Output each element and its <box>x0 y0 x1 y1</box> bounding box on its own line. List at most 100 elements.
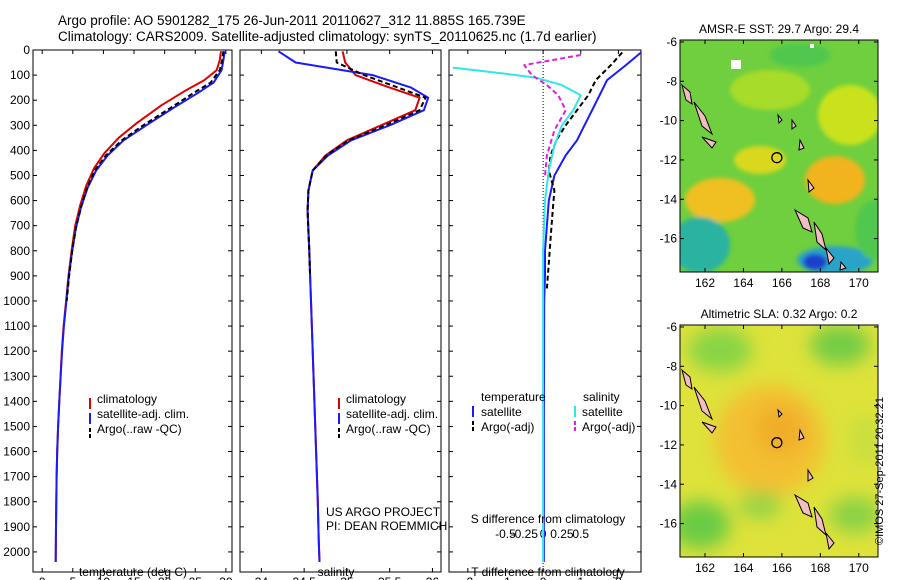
longitude-tick-label: 170 <box>849 561 869 575</box>
longitude-tick-label: 168 <box>810 276 830 290</box>
longitude-tick-label: 162 <box>695 561 715 575</box>
series-line-satellite <box>542 51 641 562</box>
latitude-tick-label: -14 <box>660 477 678 491</box>
latitude-tick-label: -12 <box>660 438 678 452</box>
x-tick-label: -1 <box>500 575 511 580</box>
x-tick-label: 35 <box>340 575 354 580</box>
s-tick-label: -0.5 <box>495 527 516 541</box>
sst-field-patches <box>680 43 878 272</box>
x-tick-label: 20 <box>158 575 172 580</box>
latitude-tick-label: -10 <box>660 114 678 128</box>
temperature-series <box>54 51 226 563</box>
sst-map-panel: AMSR-E SST: 29.7 Argo: 29.4 <box>660 22 879 290</box>
temperature-legend: climatology satellite-adj. clim. Argo(..… <box>89 392 189 439</box>
sla-latitude-axis: -6 -8 -10 -12 -14 -16 <box>660 320 878 531</box>
sst-longitude-axis: 162 164 166 168 170 <box>695 40 869 290</box>
x-tick-label: 0 <box>39 575 46 580</box>
s-tick-label: 0.25 <box>550 527 574 541</box>
sla-map-islands <box>681 368 835 551</box>
depth-tick-label: 900 <box>10 269 30 283</box>
depth-tick-label: 1100 <box>4 319 30 333</box>
x-tick-label: 30 <box>219 575 233 580</box>
x-tick-label: 1 <box>577 575 584 580</box>
legend-label-t-satellite: satellite <box>481 405 522 419</box>
sla-map-title: Altimetric SLA: 0.32 Argo: 0.2 <box>701 307 858 321</box>
salinity-series <box>277 50 430 563</box>
series-line-argo-raw-qc <box>65 51 225 302</box>
salinity-legend: climatology satellite-adj. clim. Argo(..… <box>338 392 438 439</box>
depth-tick-label: 1000 <box>3 294 30 308</box>
legend-group-salinity: salinity <box>583 390 620 404</box>
longitude-tick-label: 164 <box>733 561 753 575</box>
latitude-tick-label: -6 <box>666 35 677 49</box>
x-tick-label: 36 <box>426 575 440 580</box>
depth-tick-label: 100 <box>10 68 30 82</box>
legend-label-s-satellite: satellite <box>582 405 623 419</box>
x-tick-label: 35.5 <box>378 575 402 580</box>
series-line-argo-adj <box>523 54 581 176</box>
latitude-tick-label: -8 <box>666 359 677 373</box>
latitude-tick-label: -10 <box>660 399 678 413</box>
depth-tick-label: 800 <box>10 244 30 258</box>
sla-map-frame <box>679 324 879 558</box>
depth-tick-label: 1300 <box>3 369 30 383</box>
longitude-tick-label: 168 <box>810 561 830 575</box>
depth-tick-label: 700 <box>10 219 30 233</box>
sla-field-patches <box>680 325 878 549</box>
longitude-tick-label: 166 <box>772 561 792 575</box>
legend-label-satellite: satellite-adj. clim. <box>97 407 189 421</box>
legend-label-argo: Argo(..raw -QC) <box>346 422 431 436</box>
x-tick-label: 10 <box>97 575 111 580</box>
temperature-x-axis: 0 5 10 15 20 25 30 <box>39 50 233 580</box>
depth-tick-label: 1700 <box>3 470 30 484</box>
difference-y-ticks <box>449 49 641 553</box>
salinity-x-label: salinity <box>318 565 355 579</box>
timestamp-stamp: ©IMOS 27-Sep-2011 20:32:21 <box>874 397 886 545</box>
depth-axis: 0 100 200 300 400 500 600 700 800 900 1000 1100 1200… <box>3 43 232 559</box>
legend-label-argo: Argo(..raw -QC) <box>97 422 182 436</box>
depth-tick-label: 1900 <box>3 520 30 534</box>
longitude-tick-label: 162 <box>695 276 715 290</box>
depth-tick-label: 0 <box>23 43 30 57</box>
legend-group-temperature: temperature <box>481 390 546 404</box>
depth-tick-label: 300 <box>10 118 30 132</box>
depth-tick-label: 1200 <box>3 344 30 358</box>
longitude-tick-label: 170 <box>849 276 869 290</box>
depth-tick-label: 600 <box>10 194 30 208</box>
longitude-tick-label: 166 <box>772 276 792 290</box>
series-line-satellite-adj-clim <box>54 51 226 563</box>
latitude-tick-label: -8 <box>666 74 677 88</box>
difference-series <box>452 51 641 562</box>
depth-tick-label: 1600 <box>3 445 30 459</box>
latitude-tick-label: -16 <box>660 517 678 531</box>
sst-map-title: AMSR-E SST: 29.7 Argo: 29.4 <box>699 22 859 36</box>
x-tick-label: 15 <box>127 575 141 580</box>
series-line-argo-raw-qc <box>306 51 427 276</box>
sst-latitude-axis: -6 -8 -10 -12 -14 -16 <box>660 35 878 246</box>
difference-legend: temperature salinity satellite Argo(-adj… <box>472 390 635 434</box>
salinity-plot-frame <box>239 49 442 573</box>
latitude-tick-label: -16 <box>660 232 678 246</box>
x-tick-label: 34.5 <box>292 575 316 580</box>
difference-panel: -2-1012-0.5-0.2500.250.5 S difference fr… <box>448 49 642 580</box>
depth-tick-label: 1800 <box>3 495 30 509</box>
temperature-panel: 0100200300400500600700800900100011001200… <box>3 43 233 580</box>
depth-tick-label: 1500 <box>3 419 30 433</box>
legend-label-satellite: satellite-adj. clim. <box>346 407 438 421</box>
sst-map-islands <box>681 83 847 271</box>
salinity-panel: 34 34.5 35 35.5 36 salinity climatology sate… <box>239 49 447 580</box>
latitude-tick-label: -14 <box>660 192 678 206</box>
longitude-tick-label: 164 <box>733 276 753 290</box>
depth-tick-label: 2000 <box>3 545 30 559</box>
s-tick-label: 0.5 <box>572 527 589 541</box>
latitude-tick-label: -12 <box>660 153 678 167</box>
temperature-plot-frame <box>32 49 233 573</box>
legend-label-climatology: climatology <box>97 392 157 406</box>
sst-map-frame <box>679 39 879 273</box>
credit-project: US ARGO PROJECT <box>326 505 441 519</box>
legend-label-s-argo: Argo(-adj) <box>582 420 635 434</box>
x-tick-label: 2 <box>615 575 622 580</box>
sst-argo-location-marker <box>771 152 783 164</box>
x-tick-label: 25 <box>189 575 203 580</box>
